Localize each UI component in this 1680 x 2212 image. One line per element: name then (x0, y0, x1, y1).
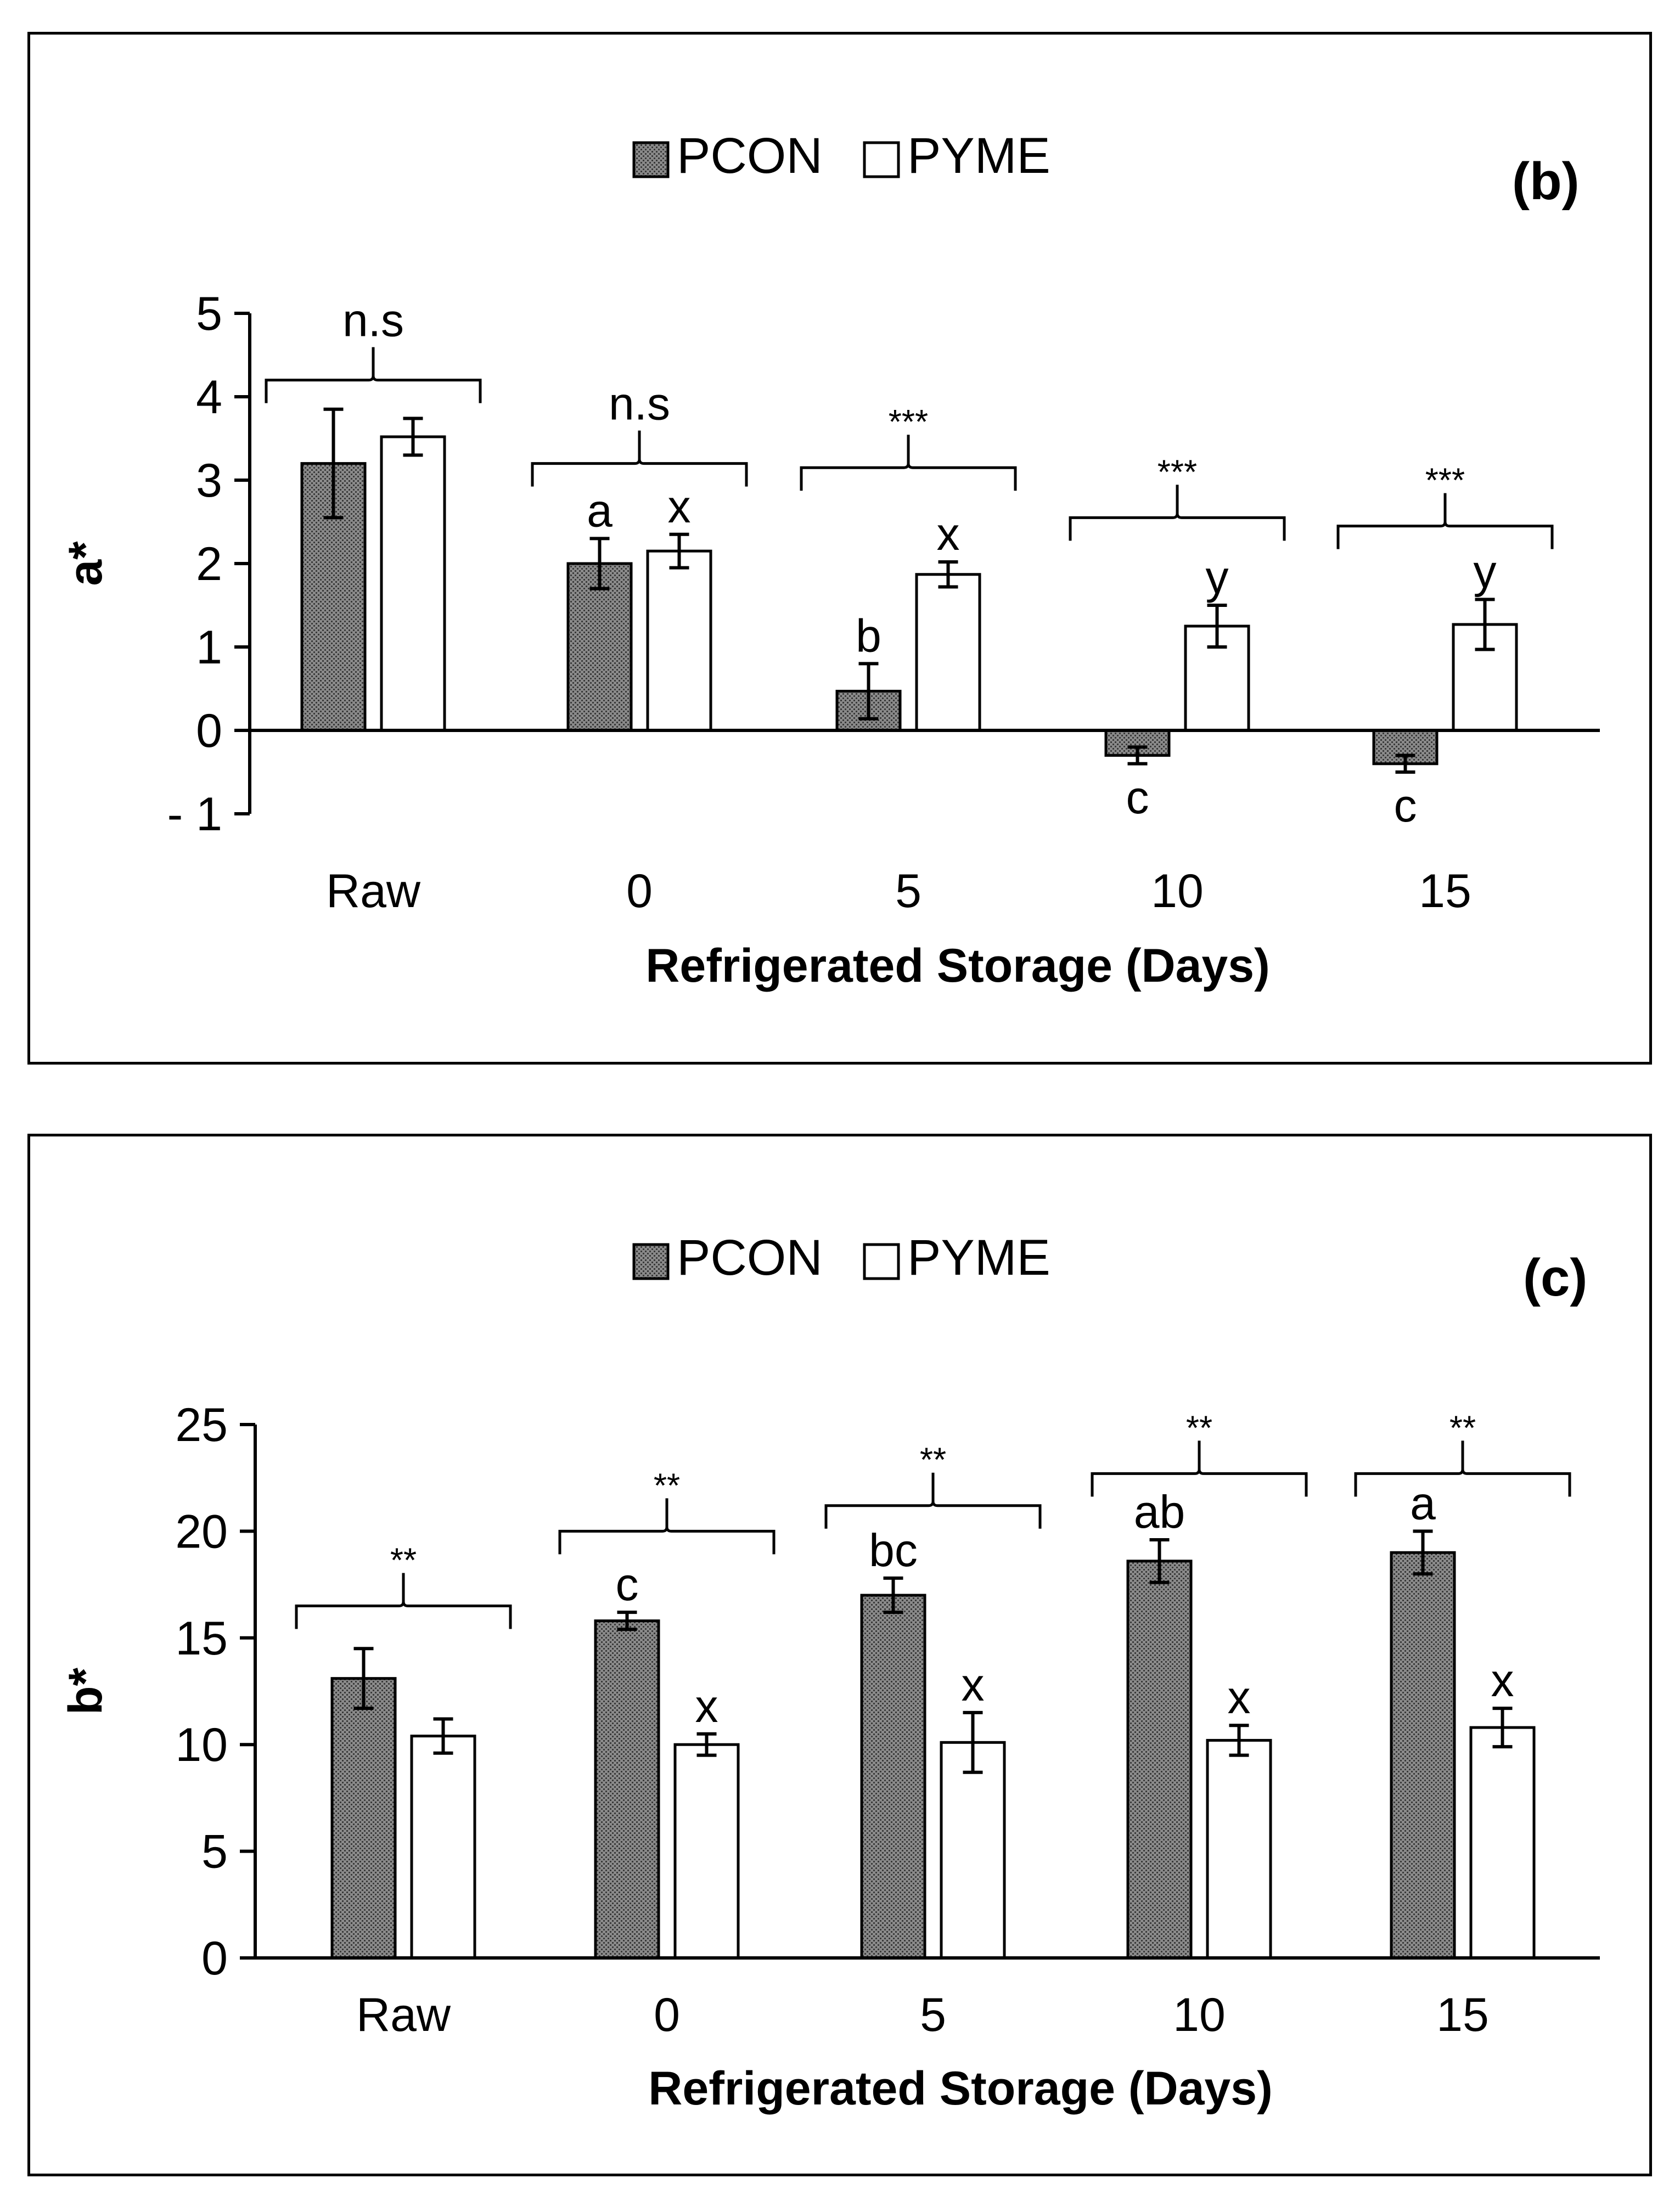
bar-pcon (1126, 1560, 1193, 1960)
significance-bracket (265, 347, 482, 403)
significance-letter: y (1474, 545, 1497, 597)
significance-label: ** (654, 1467, 680, 1505)
legend-label-pyme: PYME (907, 128, 1050, 184)
significance-letter: y (1206, 551, 1229, 603)
significance-label: *** (1425, 462, 1465, 500)
y-tick-label: 5 (201, 1826, 228, 1878)
significance-letter: a (1410, 1477, 1436, 1529)
x-axis-label: Refrigerated Storage (Days) (648, 2062, 1272, 2115)
significance-label: *** (889, 403, 928, 441)
x-tick-label: 0 (654, 1989, 680, 2041)
significance-bracket (295, 1573, 512, 1629)
y-tick-label: 3 (196, 454, 222, 507)
x-tick-label: 10 (1173, 1989, 1226, 2041)
bar-pyme (915, 573, 981, 732)
significance-letter: b (856, 610, 881, 661)
panel-label: (b) (1512, 152, 1580, 211)
legend-swatch-pcon (632, 1243, 670, 1280)
significance-letter: x (962, 1659, 985, 1710)
bar-pyme (940, 1741, 1006, 1960)
y-tick-label: - 1 (167, 788, 222, 841)
bar-pcon (1104, 729, 1171, 757)
legend-label-pcon: PCON (677, 1230, 823, 1286)
bar-pyme (1469, 1726, 1536, 1960)
bar-pyme (380, 435, 446, 732)
x-tick-label: 5 (920, 1989, 946, 2041)
significance-label: n.s (342, 295, 404, 346)
y-tick-label: 20 (175, 1505, 228, 1558)
legend-label-pyme: PYME (907, 1230, 1050, 1286)
x-tick-label: 0 (626, 865, 653, 918)
x-tick-label: Raw (326, 865, 421, 918)
x-tick-label: Raw (356, 1989, 451, 2041)
y-tick-label: 15 (175, 1612, 228, 1665)
bar-pyme (410, 1735, 476, 1960)
chart-panel-c: PCON PYME (c) 25 20 15 10 5 0 b* c bc ab a x x x x Raw 0 5 10… (27, 1134, 1652, 2176)
y-axis-label: b* (59, 1667, 112, 1715)
bar-pcon (566, 562, 633, 732)
y-tick-label: 5 (196, 288, 222, 340)
y-axis-label: a* (59, 541, 112, 586)
significance-label: ** (1449, 1409, 1476, 1447)
bar-pcon (330, 1677, 397, 1960)
significance-bracket (558, 1498, 776, 1555)
y-tick-label: 25 (175, 1399, 228, 1451)
significance-bracket (800, 435, 1017, 491)
significance-bracket (1069, 485, 1286, 541)
panel-label: (c) (1523, 1248, 1587, 1307)
x-axis-label: Refrigerated Storage (Days) (645, 939, 1269, 992)
bar-pyme (1206, 1738, 1272, 1960)
significance-bracket (1091, 1440, 1308, 1497)
chart-panel-b: PCON PYME (b) 5 4 3 2 1 0- 1 a* a b c c x x y y Raw 0 5 10 15 R… (27, 32, 1652, 1065)
significance-letter: x (668, 481, 691, 532)
significance-label: ** (920, 1442, 946, 1479)
x-tick-label: 15 (1419, 865, 1471, 918)
chart-c-svg: PCON PYME (c) 25 20 15 10 5 0 b* c bc ab a x x x x Raw 0 5 10… (59, 1230, 1600, 2115)
bar-pyme (646, 549, 712, 732)
x-tick-label: 5 (895, 865, 922, 918)
bar-pcon (860, 1594, 926, 1960)
x-tick-label: 15 (1436, 1989, 1489, 2041)
significance-letter: c (1394, 780, 1417, 831)
bar-pcon (594, 1619, 660, 1960)
legend-swatch-pyme (863, 1243, 900, 1280)
y-tick-label: 10 (175, 1719, 228, 1771)
x-tick-label: 10 (1151, 865, 1204, 918)
y-tick-label: 2 (196, 538, 222, 590)
significance-letter: a (587, 485, 613, 536)
significance-bracket (824, 1472, 1042, 1529)
significance-label: ** (390, 1541, 417, 1579)
bar-pyme (673, 1743, 740, 1960)
significance-letter: x (1228, 1671, 1251, 1723)
significance-letter: bc (869, 1524, 918, 1576)
significance-label: ** (1186, 1409, 1212, 1447)
significance-label: *** (1158, 453, 1197, 491)
significance-letter: ab (1134, 1486, 1185, 1538)
bar-pcon (1390, 1551, 1456, 1960)
significance-letter: x (937, 508, 960, 560)
legend-swatch-pcon (632, 141, 670, 178)
significance-letter: x (1491, 1654, 1514, 1706)
significance-letter: c (616, 1558, 639, 1610)
y-tick-label: 0 (196, 705, 222, 757)
significance-label: n.s (609, 378, 670, 430)
y-tick-label: 1 (196, 621, 222, 674)
legend-label-pcon: PCON (677, 128, 823, 184)
significance-bracket (531, 430, 748, 487)
significance-letter: c (1126, 772, 1149, 823)
significance-bracket (1354, 1440, 1571, 1497)
y-tick-label: 4 (196, 371, 222, 424)
legend-swatch-pyme (863, 141, 900, 178)
significance-bracket (1336, 493, 1554, 549)
significance-letter: x (695, 1680, 718, 1732)
y-tick-label: 0 (201, 1932, 228, 1985)
